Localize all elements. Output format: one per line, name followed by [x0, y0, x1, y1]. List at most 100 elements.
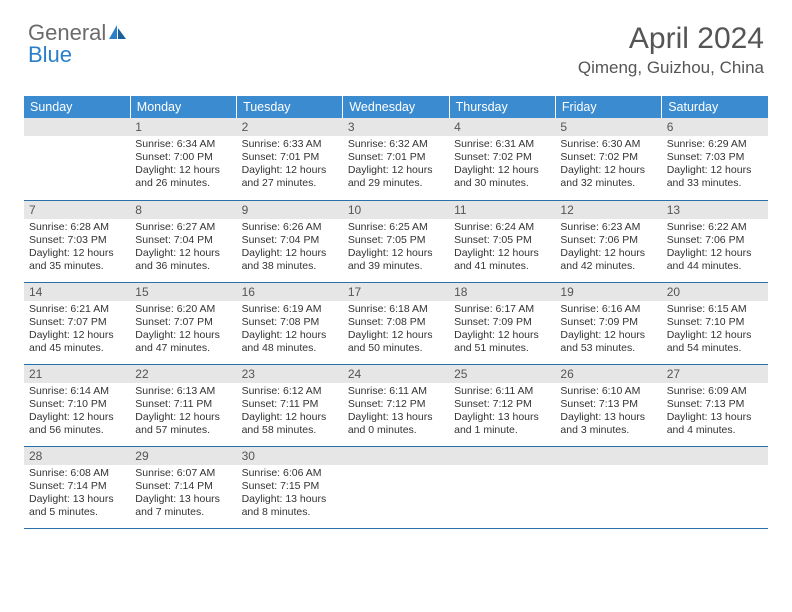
day-details: Sunrise: 6:30 AMSunset: 7:02 PMDaylight:… [555, 136, 661, 195]
logo-part2: Blue [28, 42, 72, 67]
calendar-cell: 14Sunrise: 6:21 AMSunset: 7:07 PMDayligh… [24, 282, 130, 364]
calendar-cell: 22Sunrise: 6:13 AMSunset: 7:11 PMDayligh… [130, 364, 236, 446]
day-number: 15 [130, 283, 236, 301]
day-number-empty [343, 447, 449, 465]
weekday-monday: Monday [130, 96, 236, 118]
day-details: Sunrise: 6:27 AMSunset: 7:04 PMDaylight:… [130, 219, 236, 278]
day-number: 12 [555, 201, 661, 219]
day-details: Sunrise: 6:07 AMSunset: 7:14 PMDaylight:… [130, 465, 236, 524]
calendar-cell: 10Sunrise: 6:25 AMSunset: 7:05 PMDayligh… [343, 200, 449, 282]
calendar-cell: 15Sunrise: 6:20 AMSunset: 7:07 PMDayligh… [130, 282, 236, 364]
day-details: Sunrise: 6:16 AMSunset: 7:09 PMDaylight:… [555, 301, 661, 360]
day-details: Sunrise: 6:25 AMSunset: 7:05 PMDaylight:… [343, 219, 449, 278]
calendar-cell: 24Sunrise: 6:11 AMSunset: 7:12 PMDayligh… [343, 364, 449, 446]
logo-sail-icon [108, 24, 128, 44]
day-number: 28 [24, 447, 130, 465]
day-number: 23 [237, 365, 343, 383]
day-details: Sunrise: 6:19 AMSunset: 7:08 PMDaylight:… [237, 301, 343, 360]
day-details: Sunrise: 6:29 AMSunset: 7:03 PMDaylight:… [662, 136, 768, 195]
day-details: Sunrise: 6:11 AMSunset: 7:12 PMDaylight:… [449, 383, 555, 442]
day-details: Sunrise: 6:34 AMSunset: 7:00 PMDaylight:… [130, 136, 236, 195]
calendar-cell: 6Sunrise: 6:29 AMSunset: 7:03 PMDaylight… [662, 118, 768, 200]
day-details: Sunrise: 6:26 AMSunset: 7:04 PMDaylight:… [237, 219, 343, 278]
calendar-cell: 3Sunrise: 6:32 AMSunset: 7:01 PMDaylight… [343, 118, 449, 200]
calendar-cell: 30Sunrise: 6:06 AMSunset: 7:15 PMDayligh… [237, 446, 343, 528]
day-number-empty [555, 447, 661, 465]
day-number: 14 [24, 283, 130, 301]
day-details: Sunrise: 6:09 AMSunset: 7:13 PMDaylight:… [662, 383, 768, 442]
day-number: 11 [449, 201, 555, 219]
calendar-cell: 7Sunrise: 6:28 AMSunset: 7:03 PMDaylight… [24, 200, 130, 282]
calendar-row: 1Sunrise: 6:34 AMSunset: 7:00 PMDaylight… [24, 118, 768, 200]
title-block: April 2024 Qimeng, Guizhou, China [578, 22, 764, 78]
day-number: 4 [449, 118, 555, 136]
logo: GeneralBlue [28, 22, 128, 66]
day-details: Sunrise: 6:23 AMSunset: 7:06 PMDaylight:… [555, 219, 661, 278]
calendar-row: 7Sunrise: 6:28 AMSunset: 7:03 PMDaylight… [24, 200, 768, 282]
day-details: Sunrise: 6:06 AMSunset: 7:15 PMDaylight:… [237, 465, 343, 524]
calendar-cell: 16Sunrise: 6:19 AMSunset: 7:08 PMDayligh… [237, 282, 343, 364]
day-details: Sunrise: 6:17 AMSunset: 7:09 PMDaylight:… [449, 301, 555, 360]
day-number: 20 [662, 283, 768, 301]
day-details: Sunrise: 6:13 AMSunset: 7:11 PMDaylight:… [130, 383, 236, 442]
day-details: Sunrise: 6:10 AMSunset: 7:13 PMDaylight:… [555, 383, 661, 442]
calendar-row: 28Sunrise: 6:08 AMSunset: 7:14 PMDayligh… [24, 446, 768, 528]
day-number: 18 [449, 283, 555, 301]
location-label: Qimeng, Guizhou, China [578, 58, 764, 78]
calendar-cell: 21Sunrise: 6:14 AMSunset: 7:10 PMDayligh… [24, 364, 130, 446]
day-details: Sunrise: 6:24 AMSunset: 7:05 PMDaylight:… [449, 219, 555, 278]
day-number: 5 [555, 118, 661, 136]
day-number: 17 [343, 283, 449, 301]
month-title: April 2024 [578, 22, 764, 56]
calendar-cell: 29Sunrise: 6:07 AMSunset: 7:14 PMDayligh… [130, 446, 236, 528]
day-details: Sunrise: 6:28 AMSunset: 7:03 PMDaylight:… [24, 219, 130, 278]
calendar-cell: 23Sunrise: 6:12 AMSunset: 7:11 PMDayligh… [237, 364, 343, 446]
calendar-cell [24, 118, 130, 200]
day-number: 1 [130, 118, 236, 136]
weekday-wednesday: Wednesday [343, 96, 449, 118]
calendar-cell: 17Sunrise: 6:18 AMSunset: 7:08 PMDayligh… [343, 282, 449, 364]
day-details: Sunrise: 6:18 AMSunset: 7:08 PMDaylight:… [343, 301, 449, 360]
day-number: 22 [130, 365, 236, 383]
day-number: 6 [662, 118, 768, 136]
day-details: Sunrise: 6:22 AMSunset: 7:06 PMDaylight:… [662, 219, 768, 278]
calendar-cell [449, 446, 555, 528]
day-details: Sunrise: 6:32 AMSunset: 7:01 PMDaylight:… [343, 136, 449, 195]
calendar-cell: 5Sunrise: 6:30 AMSunset: 7:02 PMDaylight… [555, 118, 661, 200]
day-details: Sunrise: 6:14 AMSunset: 7:10 PMDaylight:… [24, 383, 130, 442]
day-details: Sunrise: 6:08 AMSunset: 7:14 PMDaylight:… [24, 465, 130, 524]
day-number: 25 [449, 365, 555, 383]
day-number: 8 [130, 201, 236, 219]
day-number: 26 [555, 365, 661, 383]
day-number-empty [662, 447, 768, 465]
calendar-cell: 19Sunrise: 6:16 AMSunset: 7:09 PMDayligh… [555, 282, 661, 364]
day-number: 13 [662, 201, 768, 219]
day-details: Sunrise: 6:21 AMSunset: 7:07 PMDaylight:… [24, 301, 130, 360]
day-number: 30 [237, 447, 343, 465]
day-number: 3 [343, 118, 449, 136]
day-details: Sunrise: 6:20 AMSunset: 7:07 PMDaylight:… [130, 301, 236, 360]
calendar-table: SundayMondayTuesdayWednesdayThursdayFrid… [24, 96, 768, 529]
weekday-thursday: Thursday [449, 96, 555, 118]
day-number: 24 [343, 365, 449, 383]
calendar-cell: 12Sunrise: 6:23 AMSunset: 7:06 PMDayligh… [555, 200, 661, 282]
day-details: Sunrise: 6:11 AMSunset: 7:12 PMDaylight:… [343, 383, 449, 442]
calendar-cell: 18Sunrise: 6:17 AMSunset: 7:09 PMDayligh… [449, 282, 555, 364]
calendar-cell: 25Sunrise: 6:11 AMSunset: 7:12 PMDayligh… [449, 364, 555, 446]
calendar-cell [662, 446, 768, 528]
calendar-cell: 27Sunrise: 6:09 AMSunset: 7:13 PMDayligh… [662, 364, 768, 446]
day-number: 21 [24, 365, 130, 383]
calendar-cell: 1Sunrise: 6:34 AMSunset: 7:00 PMDaylight… [130, 118, 236, 200]
calendar-cell: 28Sunrise: 6:08 AMSunset: 7:14 PMDayligh… [24, 446, 130, 528]
weekday-tuesday: Tuesday [237, 96, 343, 118]
calendar-cell: 4Sunrise: 6:31 AMSunset: 7:02 PMDaylight… [449, 118, 555, 200]
weekday-saturday: Saturday [662, 96, 768, 118]
calendar-cell [343, 446, 449, 528]
day-number: 2 [237, 118, 343, 136]
day-number: 29 [130, 447, 236, 465]
calendar-cell: 8Sunrise: 6:27 AMSunset: 7:04 PMDaylight… [130, 200, 236, 282]
weekday-sunday: Sunday [24, 96, 130, 118]
calendar-row: 21Sunrise: 6:14 AMSunset: 7:10 PMDayligh… [24, 364, 768, 446]
weekday-friday: Friday [555, 96, 661, 118]
calendar-cell: 20Sunrise: 6:15 AMSunset: 7:10 PMDayligh… [662, 282, 768, 364]
